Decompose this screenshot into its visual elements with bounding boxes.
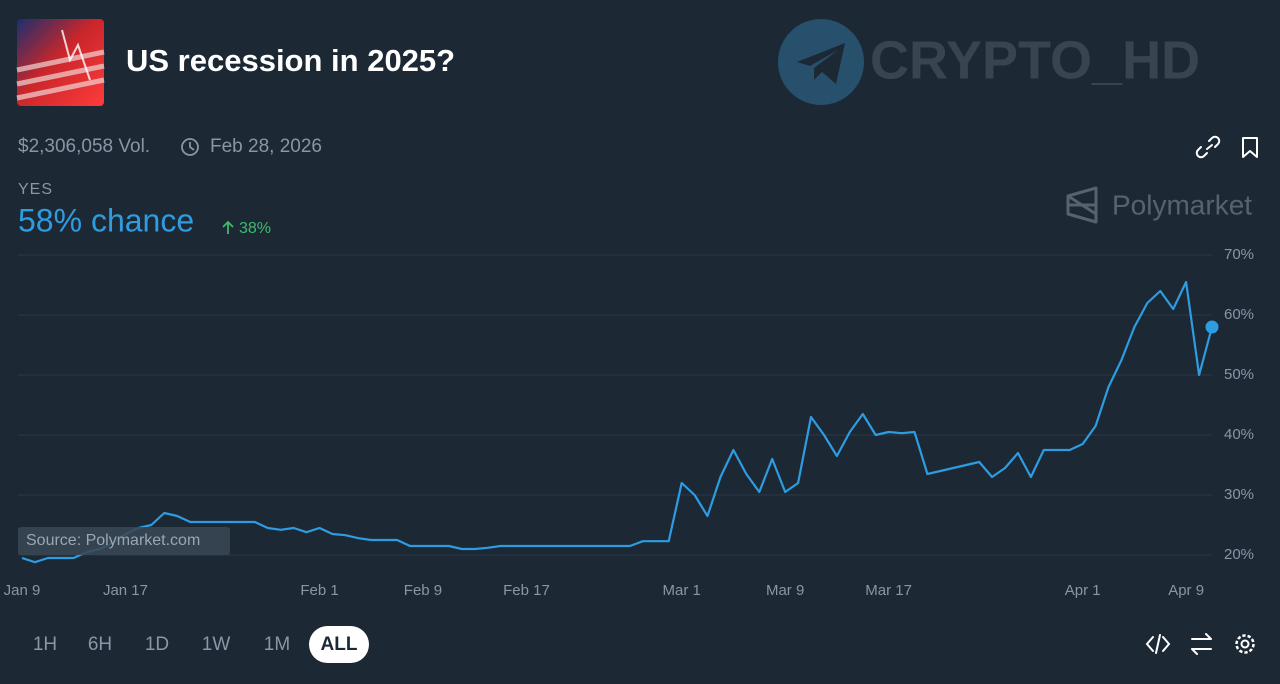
y-tick-label: 50%	[1224, 366, 1254, 383]
x-tick-label: Jan 17	[103, 582, 148, 599]
link-button[interactable]	[1194, 134, 1221, 160]
source-text: Source: Polymarket.com	[26, 532, 200, 549]
volume: $2,306,058 Vol.	[18, 136, 150, 157]
x-tick-label: Jan 9	[4, 582, 41, 599]
swap-button[interactable]	[1191, 633, 1212, 655]
range-button[interactable]: 1M	[264, 634, 290, 655]
settings-button[interactable]	[1235, 634, 1255, 654]
time-range-selector: 1H 6H 1D 1W 1M ALL	[33, 626, 369, 663]
y-tick-label: 20%	[1224, 546, 1254, 563]
end-date: Feb 28, 2026	[210, 136, 322, 157]
watermark: CRYPTO_HD	[778, 19, 1200, 105]
bookmark-button[interactable]	[1242, 137, 1258, 158]
range-button[interactable]: 6H	[88, 634, 112, 655]
range-button[interactable]: 1D	[145, 634, 169, 655]
market-title: US recession in 2025?	[126, 43, 455, 78]
source-label: Source: Polymarket.com	[18, 527, 230, 555]
outcome-chance: 58% chance	[18, 202, 194, 238]
range-button[interactable]: 1H	[33, 634, 57, 655]
y-tick-label: 30%	[1224, 486, 1254, 503]
x-tick-label: Feb 1	[300, 582, 338, 599]
x-tick-label: Mar 17	[865, 582, 912, 599]
x-tick-label: Feb 9	[404, 582, 442, 599]
chart: 20% 30% 40% 50% 60% 70% Jan 9 Jan 17 Feb 1 Feb 9 F…	[4, 246, 1254, 599]
range-pill	[309, 626, 369, 663]
price-line	[21, 280, 1214, 564]
current-point	[1205, 320, 1219, 334]
clock-icon	[181, 138, 199, 156]
embed-button[interactable]	[1145, 634, 1171, 654]
y-tick-label: 70%	[1224, 246, 1254, 263]
range-button[interactable]: 1W	[202, 634, 231, 655]
x-tick-label: Mar 1	[663, 582, 701, 599]
brand-text: Polymarket	[1112, 189, 1252, 220]
watermark-text: CRYPTO_HD	[870, 30, 1200, 90]
outcome-label: YES	[18, 181, 53, 198]
x-tick-label: Feb 17	[503, 582, 550, 599]
outcome-change: 38%	[239, 220, 271, 237]
market-image	[16, 19, 105, 106]
x-tick-label: Apr 1	[1065, 582, 1101, 599]
brand: Polymarket	[1066, 186, 1252, 224]
range-button[interactable]: ALL	[321, 634, 358, 655]
change-arrow	[222, 220, 234, 234]
y-tick-label: 60%	[1224, 306, 1254, 323]
x-tick-label: Apr 9	[1168, 582, 1204, 599]
y-tick-label: 40%	[1224, 426, 1254, 443]
x-tick-label: Mar 9	[766, 582, 804, 599]
